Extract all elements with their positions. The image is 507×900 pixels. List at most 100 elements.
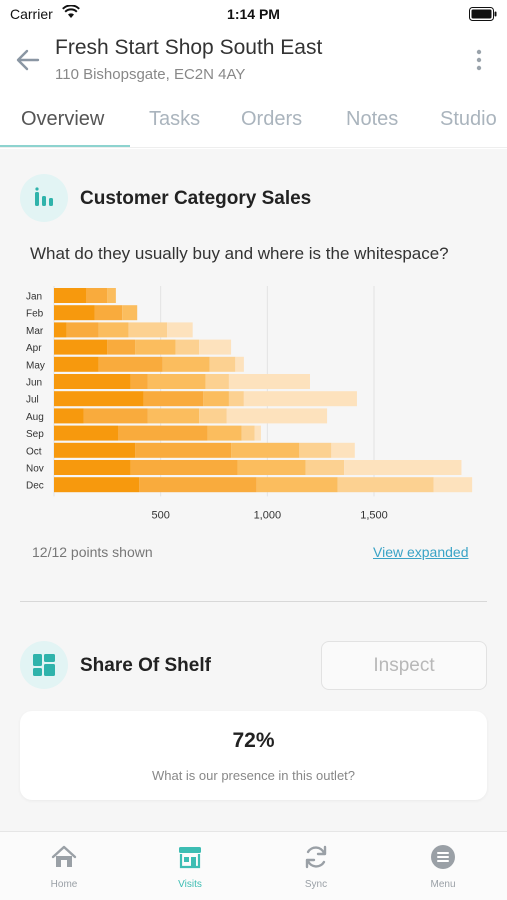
tab-studio[interactable]: Studio	[440, 108, 497, 130]
y-tick-label: Jun	[26, 378, 42, 389]
bar-segment	[199, 408, 227, 424]
bar-segment	[128, 322, 168, 338]
battery-icon	[469, 7, 497, 21]
bar-segment	[54, 442, 136, 458]
y-tick-label: May	[26, 360, 45, 371]
presence-card: 72% What is our presence in this outlet?	[20, 711, 487, 800]
y-tick-label: Dec	[26, 481, 44, 492]
y-tick-label: Feb	[26, 309, 44, 320]
tab-overview[interactable]: Overview	[21, 108, 105, 130]
y-tick-label: Aug	[26, 412, 44, 423]
y-tick-label: Mar	[26, 326, 44, 337]
bar-segment	[130, 460, 238, 475]
bar-segment	[122, 305, 138, 321]
bar-segment	[203, 391, 229, 407]
bar-segment	[147, 374, 206, 389]
y-tick-label: Apr	[26, 343, 42, 354]
bar-segment	[94, 305, 123, 321]
bar-segment	[231, 442, 300, 458]
bar-segment	[54, 391, 144, 407]
bar-segment	[54, 374, 131, 389]
tab-orders[interactable]: Orders	[241, 108, 303, 130]
bar-segment	[54, 288, 86, 303]
tab-notes[interactable]: Notes	[346, 108, 399, 130]
home-icon	[51, 845, 77, 867]
bar-segment	[83, 408, 148, 424]
category-sales-title: Customer Category Sales	[80, 188, 312, 209]
x-tick-label: 1,500	[360, 509, 388, 521]
inspect-button[interactable]: Inspect	[321, 641, 487, 690]
bar-segment	[135, 442, 232, 458]
store-address: 110 Bishopsgate, EC2N 4AY	[55, 66, 246, 83]
bar-segment	[299, 442, 332, 458]
nav-menu-label: Menu	[430, 879, 456, 890]
bar-segment	[167, 322, 193, 338]
category-sales-chart-svg: Jan Feb Mar Apr May Jun Jul Aug Sep Oct Nov Dec 500 1…	[26, 286, 473, 521]
wifi-icon	[62, 5, 80, 18]
bar-segment	[130, 374, 148, 389]
y-tick-label: Jul	[26, 395, 39, 406]
bottom-nav: Home Visits Sync Menu	[0, 831, 507, 900]
bar-segment	[243, 391, 357, 407]
x-tick-label: 1,000	[254, 509, 282, 521]
bar-segment	[205, 374, 229, 389]
bar-segment	[98, 356, 163, 372]
nav-home-label: Home	[50, 879, 78, 890]
bar-segment	[107, 288, 116, 303]
dashboard-grid-icon	[33, 654, 55, 676]
page-title: Fresh Start Shop South East	[55, 36, 323, 59]
bar-segment	[344, 460, 462, 475]
back-arrow-icon[interactable]	[14, 46, 42, 74]
y-tick-label: Oct	[26, 446, 42, 457]
bar-segment	[54, 322, 67, 338]
bar-segment	[256, 477, 338, 493]
share-of-shelf-question: What is our presence in this outlet?	[151, 768, 356, 783]
nav-home[interactable]: Home	[1, 832, 127, 900]
bar-segment	[86, 288, 108, 303]
bar-segment	[118, 425, 208, 441]
share-of-shelf-value: 72%	[232, 729, 275, 752]
bar-segment	[98, 322, 129, 338]
bar-segment	[226, 408, 328, 424]
bar-segment	[175, 339, 200, 355]
tab-tasks[interactable]: Tasks	[149, 108, 201, 130]
bar-segment	[135, 339, 176, 355]
bar-segment	[235, 356, 244, 372]
bar-segment	[237, 460, 306, 475]
bar-segment	[54, 477, 140, 493]
carrier-label: Carrier	[10, 6, 53, 22]
y-tick-label: Nov	[26, 464, 44, 475]
bar-segment	[207, 425, 242, 441]
nav-visits[interactable]: Visits	[127, 832, 253, 900]
bar-segment	[66, 322, 99, 338]
bar-segment	[228, 374, 310, 389]
nav-visits-label: Visits	[178, 879, 202, 890]
nav-sync[interactable]: Sync	[253, 832, 379, 900]
more-options-icon[interactable]	[471, 48, 487, 72]
bar-segment	[241, 425, 255, 441]
bar-segment	[162, 356, 210, 372]
bar-segment	[54, 408, 84, 424]
store-icon	[179, 847, 201, 869]
bar-segment	[54, 339, 108, 355]
nav-menu[interactable]: Menu	[380, 832, 506, 900]
category-sales-question: What do they usually buy and where is th…	[30, 244, 449, 263]
bar-segment	[305, 460, 345, 475]
bar-segment	[433, 477, 473, 493]
section-divider	[20, 601, 487, 602]
bar-chart-icon	[35, 187, 53, 206]
bar-segment	[54, 425, 118, 441]
y-tick-label: Jan	[26, 292, 42, 303]
category-sales-chart: Jan Feb Mar Apr May Jun Jul Aug Sep Oct Nov Dec 500 1…	[20, 284, 480, 529]
bar-segment	[228, 391, 244, 407]
bar-segment	[54, 305, 95, 321]
view-expanded-link[interactable]: View expanded	[373, 544, 469, 560]
bar-segment	[254, 425, 261, 441]
x-tick-label: 500	[151, 509, 169, 521]
bar-segment	[54, 460, 131, 475]
bar-segment	[337, 477, 434, 493]
menu-icon	[431, 845, 455, 869]
bar-segment	[199, 339, 232, 355]
status-bar: Carrier 1:14 PM	[0, 0, 507, 28]
clock: 1:14 PM	[227, 6, 280, 22]
